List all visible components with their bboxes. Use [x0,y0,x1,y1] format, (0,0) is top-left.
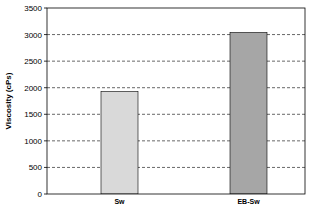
y-tick [44,194,47,195]
y-axis-label: Viscosity (cPs) [4,72,13,129]
y-tick-label: 2500 [24,57,42,66]
y-tick [44,61,47,62]
bars [101,32,267,194]
y-tick-label: 3000 [24,31,42,40]
y-tick [44,114,47,115]
y-tick-label: 500 [29,163,43,172]
y-tick-label: 3500 [24,4,42,13]
x-tick-label: EB-Sw [237,198,260,205]
y-tick-label: 1000 [24,137,42,146]
plot-frame [47,8,305,194]
x-tick-label: Sw [114,198,125,205]
y-tick [44,167,47,168]
bar [230,32,267,194]
chart-container: 0 500 1000 1500 2000 2500 3000 3500 Sw EB-Sw Visco… [0,0,312,211]
y-tick-label: 2000 [24,84,42,93]
bar [101,91,138,194]
y-tick [44,87,47,88]
y-tick-label: 1500 [24,110,42,119]
y-tick [44,140,47,141]
chart-svg: 0 500 1000 1500 2000 2500 3000 3500 Sw EB-Sw Visco… [0,0,312,211]
y-tick [44,8,47,9]
y-tick [44,34,47,35]
y-tick-label: 0 [38,190,43,199]
